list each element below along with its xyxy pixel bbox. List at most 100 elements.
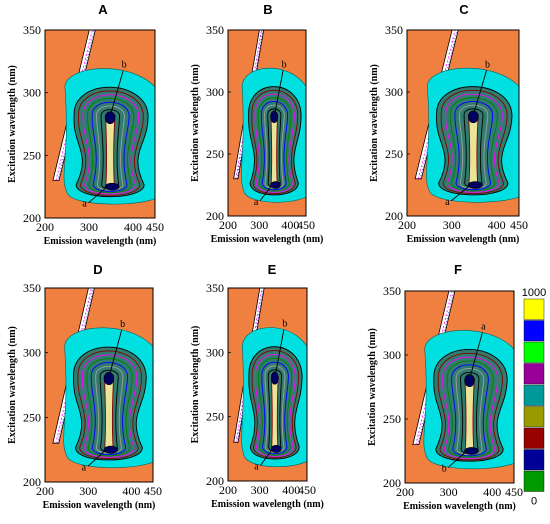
peak-label: a — [481, 322, 486, 333]
contour-ring — [96, 105, 125, 191]
x-axis-label: Emission wavelength (nm) — [211, 499, 324, 510]
peak-marker — [104, 111, 116, 125]
panel-c: Cb a 200 250 300 350 200 300 400 450 Emission wave… — [369, 2, 528, 245]
contour-ring — [264, 104, 285, 189]
plot-contents — [52, 30, 155, 205]
peak-label: b — [442, 463, 447, 474]
peak-label: b — [122, 60, 127, 71]
peak-arrow — [109, 329, 123, 374]
peak-arrow — [88, 187, 107, 204]
y-tick-label: 250 — [206, 147, 224, 161]
x-tick-label: 300 — [80, 220, 98, 234]
contour-ring — [451, 364, 489, 457]
x-tick-label: 200 — [396, 485, 414, 499]
y-tick-label: 250 — [385, 147, 403, 161]
x-tick-label: 450 — [146, 220, 164, 234]
x-tick-label: 300 — [440, 485, 458, 499]
x-axis-label: Emission wavelength (nm) — [403, 501, 516, 512]
peak-marker — [270, 110, 279, 124]
colorbar-swatch — [523, 363, 545, 385]
x-tick-label: 450 — [298, 483, 316, 497]
x-tick-label: 400 — [124, 220, 142, 234]
plot-contents — [233, 288, 307, 467]
plot-contents — [412, 291, 514, 470]
scatter-band-line — [235, 288, 263, 443]
x-tick-label: 300 — [250, 218, 268, 232]
y-tick-label: 350 — [23, 281, 41, 295]
contour-ring — [271, 373, 279, 451]
y-tick-label: 300 — [206, 345, 224, 359]
contour-ring — [100, 109, 121, 190]
x-tick-label: 400 — [122, 484, 140, 498]
x-tick-label: 300 — [443, 218, 461, 232]
panel-title: F — [454, 262, 462, 277]
colorbar-swatch — [523, 298, 545, 320]
y-axis-label: Excitation wavelength (nm) — [369, 64, 380, 182]
x-tick-label: 450 — [505, 485, 523, 499]
x-tick-label: 200 — [36, 484, 54, 498]
x-axis-label: Emission wavelength (nm) — [43, 500, 156, 511]
plot-frame — [227, 29, 307, 217]
peak-arrow — [447, 451, 466, 468]
contour-ring — [463, 108, 484, 188]
panel-title: C — [459, 2, 469, 17]
panel-d: Db a 200 250 300 350 200 300 400 450 Emission wave… — [7, 262, 162, 511]
y-axis-label: Excitation wavelength (nm) — [190, 326, 201, 444]
contour-ring — [87, 98, 135, 194]
contour-ring — [464, 375, 475, 453]
contour-ring — [267, 369, 283, 452]
y-tick-label: 200 — [23, 475, 41, 489]
y-tick-label: 300 — [383, 348, 401, 362]
colorbar-swatch — [523, 427, 545, 449]
peak-marker — [270, 371, 279, 385]
y-tick-label: 300 — [23, 346, 41, 360]
colorbar-swatch — [523, 406, 545, 428]
peak-marker — [270, 181, 281, 189]
contour-ring — [468, 112, 479, 187]
contour-ring — [460, 371, 480, 454]
x-tick-label: 400 — [488, 218, 506, 232]
contour-ring — [99, 369, 119, 453]
scatter-band-line — [236, 288, 264, 443]
contour-ring — [82, 94, 140, 195]
colorbar-swatch — [523, 470, 545, 492]
peak-label: b — [120, 319, 125, 330]
contour-ring — [91, 101, 130, 192]
peak-arrow — [451, 185, 470, 202]
y-tick-label: 200 — [23, 211, 41, 225]
peak-arrow — [87, 450, 106, 467]
y-axis-label: Excitation wavelength (nm) — [190, 64, 201, 182]
peak-marker — [103, 445, 119, 454]
contour-ring — [251, 90, 299, 194]
contour-ring — [261, 361, 289, 455]
plot-frame — [44, 287, 154, 483]
peak-arrow — [473, 70, 487, 112]
contour-ring — [437, 352, 503, 461]
y-tick-label: 200 — [206, 474, 224, 488]
peak-label: a — [254, 461, 259, 472]
contour-ring — [449, 97, 498, 192]
y-tick-label: 350 — [206, 281, 224, 295]
peak-label: a — [254, 197, 259, 208]
colorbar-swatch — [523, 384, 545, 406]
y-tick-label: 250 — [23, 410, 41, 424]
x-tick-label: 450 — [297, 218, 315, 232]
peak-label: b — [282, 59, 287, 70]
contour-ring — [78, 90, 144, 196]
colorbar-swatch — [523, 341, 545, 363]
peak-marker — [270, 444, 282, 453]
scatter-band-line — [419, 30, 458, 179]
peak-arrow — [260, 449, 273, 466]
peak-marker — [103, 372, 115, 386]
peak-marker — [467, 181, 483, 189]
y-tick-label: 200 — [385, 209, 403, 223]
y-tick-label: 300 — [206, 85, 224, 99]
contour-ring — [257, 97, 292, 192]
plot-contents — [414, 30, 519, 203]
panel-title: B — [263, 2, 272, 17]
peak-label: b — [282, 319, 287, 330]
x-tick-label: 450 — [510, 218, 528, 232]
